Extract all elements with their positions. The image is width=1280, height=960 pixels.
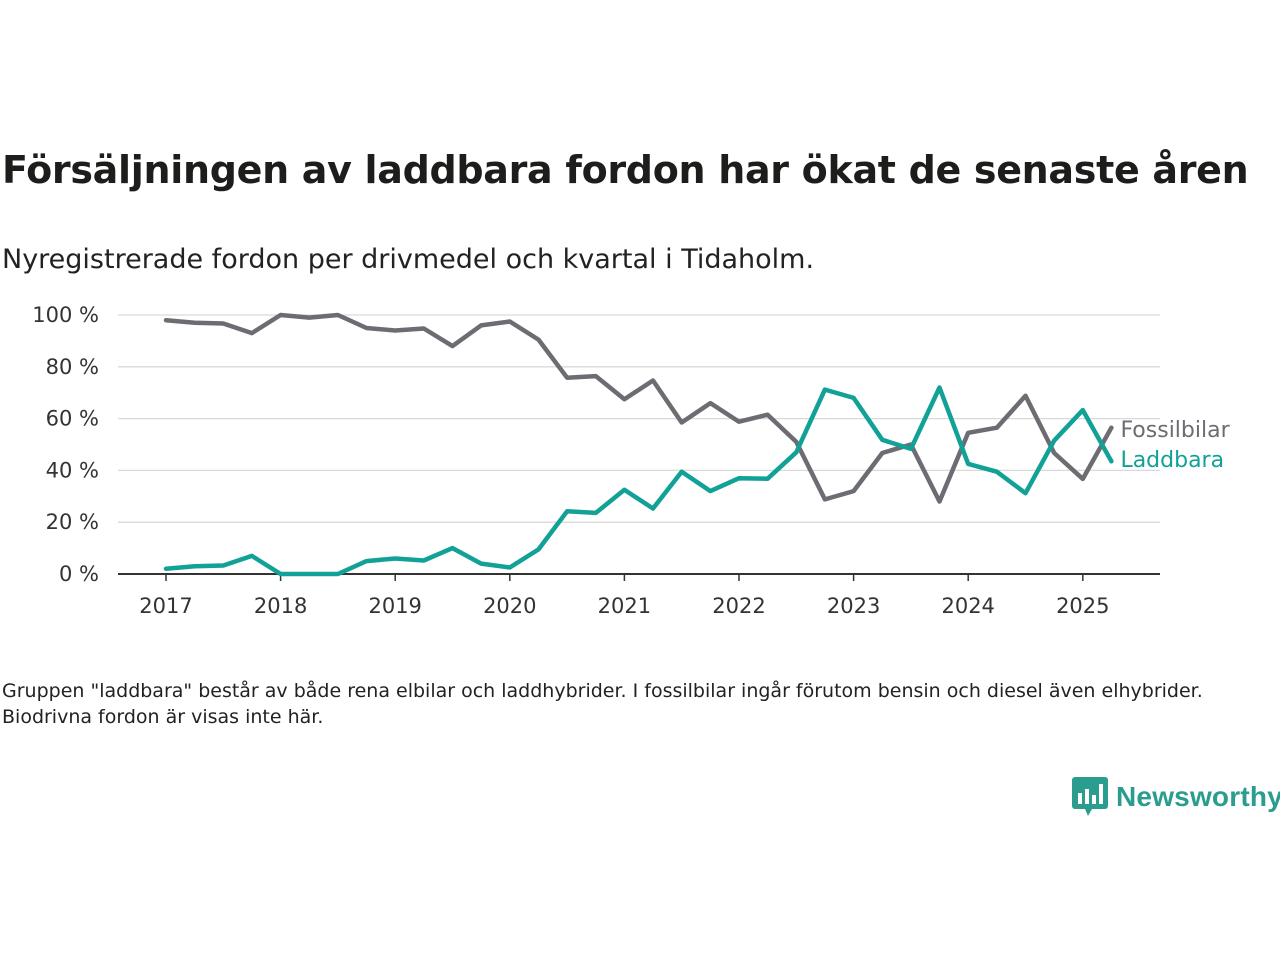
chart-subtitle: Nyregistrerade fordon per drivmedel och … xyxy=(2,244,815,275)
y-tick-label: 0 % xyxy=(59,562,99,586)
y-tick-label: 40 % xyxy=(46,458,99,482)
series-lines xyxy=(163,312,1114,577)
series-line-fossilbilar xyxy=(163,312,1114,504)
x-tick-label: 2024 xyxy=(941,594,994,618)
y-tick-label: 80 % xyxy=(46,355,99,379)
brand-name: Newsworthy xyxy=(1116,781,1280,812)
y-tick-label: 20 % xyxy=(46,510,99,534)
x-tick-label: 2022 xyxy=(712,594,765,618)
series-label-fossilbilar: Fossilbilar xyxy=(1120,418,1230,443)
x-tick-label: 2017 xyxy=(139,594,192,618)
series-labels: Fossilbilar Laddbara xyxy=(1120,418,1230,473)
x-tick-label: 2018 xyxy=(254,594,307,618)
brand-logo[interactable]: Newsworthy xyxy=(1072,774,1280,820)
x-tick-label: 2021 xyxy=(598,594,651,618)
x-tick-label: 2023 xyxy=(827,594,880,618)
line-chart: 0 % 20 % 40 % 60 % 80 % 100 % 2017 2018 2019 202… xyxy=(32,303,1230,618)
newsworthy-logo-icon xyxy=(1072,777,1108,816)
series-label-laddbara: Laddbara xyxy=(1120,448,1224,473)
x-tick-label: 2019 xyxy=(368,594,421,618)
x-tick-label: 2020 xyxy=(483,594,536,618)
chart-title: Försäljningen av laddbara fordon har öka… xyxy=(2,148,1249,192)
y-tick-label: 100 % xyxy=(32,303,99,327)
y-tick-label: 60 % xyxy=(46,407,99,431)
x-axis-ticks: 2017 2018 2019 2020 2021 2022 2023 2024 2025 xyxy=(139,574,1110,618)
footnote: Gruppen "laddbara" består av både rena e… xyxy=(2,680,1203,728)
grid-lines xyxy=(118,314,1160,575)
y-axis-ticks: 0 % 20 % 40 % 60 % 80 % 100 % xyxy=(32,303,99,586)
series-line-laddbara xyxy=(163,385,1114,577)
x-tick-label: 2025 xyxy=(1056,594,1109,618)
